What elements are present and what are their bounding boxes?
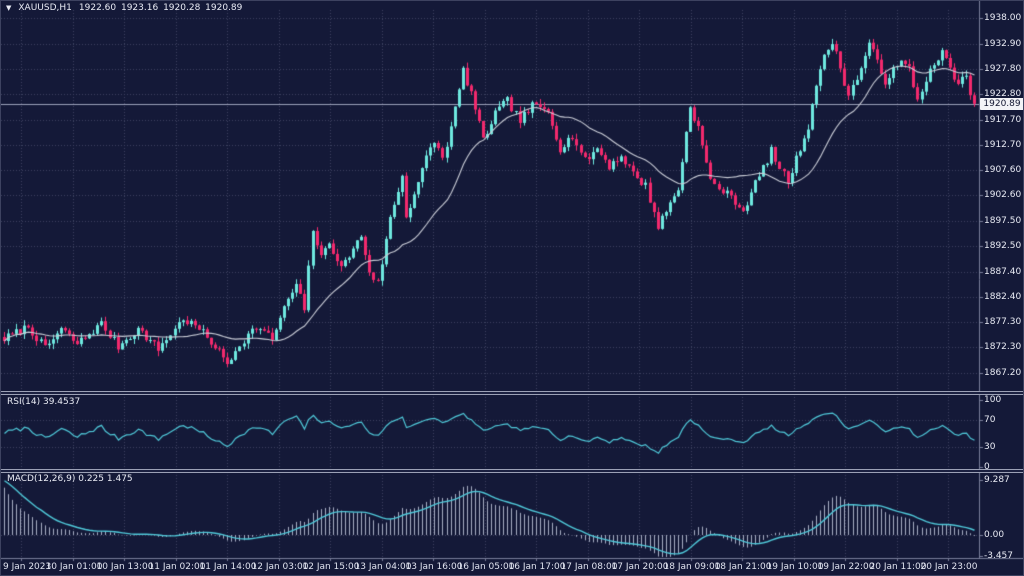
time-axis-label: 11 Jan 02:00 bbox=[148, 562, 206, 572]
price-axis-label: 1887.40 bbox=[984, 267, 1022, 277]
quote-open: 1922.60 bbox=[78, 3, 117, 13]
price-axis-label: 1907.60 bbox=[984, 165, 1022, 175]
rsi-axis-label: 30 bbox=[984, 442, 996, 452]
time-axis-label: 10 Jan 01:00 bbox=[45, 562, 103, 572]
chart-title-bar: ▼ XAUUSD,H1 1922.60 1923.16 1920.28 1920… bbox=[6, 3, 242, 14]
rsi-axis-label: 100 bbox=[984, 395, 1002, 405]
symbol-dropdown-icon[interactable]: ▼ bbox=[6, 4, 12, 12]
quote-low: 1920.28 bbox=[163, 3, 201, 13]
price-axis-label: 1882.40 bbox=[984, 292, 1022, 302]
time-axis-label: 12 Jan 03:00 bbox=[251, 562, 309, 572]
time-axis-label: 17 Jan 08:00 bbox=[560, 562, 618, 572]
price-axis-label: 1877.30 bbox=[984, 317, 1022, 327]
price-axis-label: 1917.70 bbox=[984, 115, 1022, 125]
price-axis-label: 1872.30 bbox=[984, 342, 1022, 352]
rsi-axis-label: 70 bbox=[984, 415, 996, 425]
price-axis-label: 1892.50 bbox=[984, 241, 1022, 251]
time-axis-label: 17 Jan 20:00 bbox=[611, 562, 669, 572]
time-axis-label: 16 Jan 17:00 bbox=[508, 562, 566, 572]
rsi-value: 39.4537 bbox=[42, 397, 81, 407]
time-axis-label: 13 Jan 16:00 bbox=[405, 562, 463, 572]
pane-separator-rsi[interactable] bbox=[1, 391, 1023, 395]
symbol-timeframe: XAUUSD,H1 bbox=[18, 3, 72, 13]
rsi-indicator-label: RSI(14) 39.4537 bbox=[7, 397, 81, 407]
time-axis-label: 20 Jan 23:00 bbox=[920, 562, 978, 572]
time-axis-label: 18 Jan 09:00 bbox=[663, 562, 721, 572]
time-axis-label: 16 Jan 05:00 bbox=[457, 562, 515, 572]
current-price-tag: 1920.89 bbox=[980, 98, 1023, 110]
price-axis-label: 1897.50 bbox=[984, 216, 1022, 226]
time-axis-label: 19 Jan 10:00 bbox=[766, 562, 824, 572]
time-axis-label: 9 Jan 2023 bbox=[3, 562, 52, 572]
price-axis-label: 1912.70 bbox=[984, 140, 1022, 150]
pane-separator-macd[interactable] bbox=[1, 469, 1023, 473]
time-axis-label: 20 Jan 11:00 bbox=[869, 562, 927, 572]
price-axis-label: 1932.90 bbox=[984, 39, 1022, 49]
price-axis-label: 1922.80 bbox=[984, 89, 1022, 99]
time-axis-label: 11 Jan 14:00 bbox=[199, 562, 257, 572]
price-axis-label: 1938.00 bbox=[984, 13, 1022, 23]
macd-indicator-label: MACD(12,26,9) 0.225 1.475 bbox=[7, 474, 133, 484]
macd-axis-label: -3.457 bbox=[984, 551, 1014, 561]
macd-axis-label: 0.00 bbox=[984, 530, 1005, 540]
macd-main-value: 0.225 bbox=[78, 474, 104, 484]
quote-close: 1920.89 bbox=[205, 3, 243, 13]
quote-high: 1923.16 bbox=[120, 3, 159, 13]
time-axis-label: 12 Jan 15:00 bbox=[302, 562, 360, 572]
price-axis-label: 1927.80 bbox=[984, 64, 1022, 74]
price-axis-label: 1867.20 bbox=[984, 368, 1022, 378]
time-axis-label: 19 Jan 22:00 bbox=[817, 562, 875, 572]
rsi-axis-label: 0 bbox=[984, 462, 990, 472]
macd-signal-value: 1.475 bbox=[106, 474, 133, 484]
price-axis-label: 1902.60 bbox=[984, 190, 1022, 200]
time-axis-label: 10 Jan 13:00 bbox=[96, 562, 154, 572]
time-axis-label: 13 Jan 04:00 bbox=[354, 562, 412, 572]
macd-axis-label: 9.287 bbox=[984, 475, 1010, 485]
time-axis-label: 18 Jan 21:00 bbox=[714, 562, 772, 572]
